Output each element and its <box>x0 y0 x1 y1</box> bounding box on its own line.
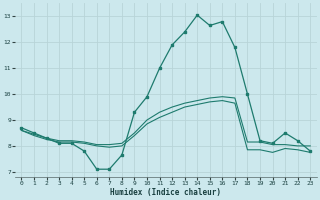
X-axis label: Humidex (Indice chaleur): Humidex (Indice chaleur) <box>110 188 221 197</box>
